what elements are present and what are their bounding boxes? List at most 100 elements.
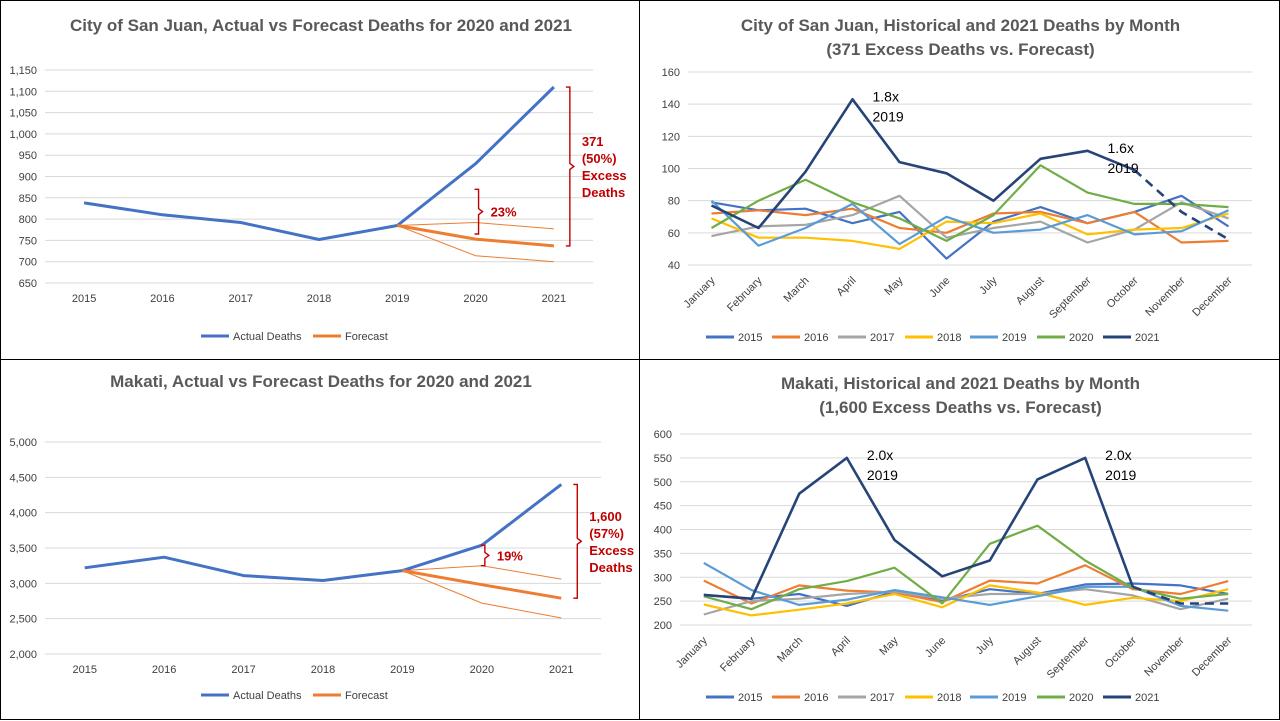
y-tick-label: 550 [654, 453, 672, 465]
x-tick-label: 2015 [72, 293, 96, 305]
series-line-2021 [703, 456, 1135, 600]
y-tick-label: 400 [654, 525, 672, 537]
y-tick-label: 3,000 [9, 578, 37, 590]
excess-bracket [480, 544, 491, 567]
series-line-2021 [710, 98, 1135, 230]
chart-svg: Makati, Historical and 2021 Deaths by Mo… [654, 374, 1252, 704]
excess-label: (57%) [589, 526, 624, 541]
x-tick-label: October [1104, 274, 1140, 310]
y-tick-label: 950 [19, 150, 37, 162]
legend-label: 2018 [937, 332, 961, 344]
legend-label: Actual Deaths [233, 331, 302, 343]
legend-label: 2015 [738, 332, 762, 344]
x-tick-label: 2016 [150, 293, 174, 305]
x-tick-label: February [718, 634, 758, 674]
y-tick-label: 850 [19, 193, 37, 205]
x-tick-label: April [835, 275, 859, 299]
excess-bracket [474, 188, 484, 235]
x-tick-label: September [1047, 274, 1094, 321]
multiplier-label: 2.0x [1105, 447, 1131, 463]
y-tick-label: 4,000 [9, 508, 37, 520]
x-tick-label: August [1014, 275, 1047, 308]
multiplier-label: 1.8x [873, 88, 899, 104]
multiplier-label: 2019 [867, 467, 898, 483]
makati-monthly-deaths-chart: Makati, Historical and 2021 Deaths by Mo… [639, 359, 1280, 720]
legend-label: 2015 [738, 692, 762, 704]
x-tick-label: 2021 [542, 293, 566, 305]
x-tick-label: 2018 [307, 293, 331, 305]
forecast-band-line [397, 225, 554, 263]
legend-label: 2021 [1135, 332, 1159, 344]
y-tick-label: 900 [19, 172, 37, 184]
excess-label: Excess [582, 168, 627, 183]
x-tick-label: August [1011, 635, 1044, 668]
san-juan-actual-vs-forecast-chart: City of San Juan, Actual vs Forecast Dea… [0, 0, 640, 360]
series-line-2021-projected [1132, 585, 1229, 605]
series-line-actual-deaths [84, 483, 563, 582]
x-tick-label: March [775, 635, 805, 665]
x-tick-label: 2019 [385, 293, 409, 305]
chart-svg: Makati, Actual vs Forecast Deaths for 20… [9, 372, 634, 702]
excess-label: 371 [582, 134, 604, 149]
x-tick-label: 2017 [231, 664, 255, 676]
x-tick-label: June [923, 635, 948, 660]
legend-label: Actual Deaths [233, 690, 302, 702]
series-line-2021-projected [1133, 169, 1230, 241]
y-tick-label: 5,000 [9, 437, 37, 449]
y-tick-label: 60 [668, 228, 680, 240]
excess-bracket [565, 86, 576, 247]
series-line-2019 [710, 199, 1229, 247]
y-tick-label: 750 [19, 235, 37, 247]
series-line-2019 [703, 561, 1229, 612]
x-tick-label: 2015 [72, 664, 96, 676]
legend-label: 2020 [1069, 332, 1093, 344]
san-juan-monthly-deaths-chart: City of San Juan, Historical and 2021 De… [639, 0, 1280, 360]
y-tick-label: 300 [654, 572, 672, 584]
series-line-2018 [703, 584, 1229, 617]
x-tick-label: October [1103, 634, 1139, 670]
forecast-band-line [397, 221, 554, 230]
series-line-forecast [402, 569, 562, 600]
y-tick-label: 3,500 [9, 543, 37, 555]
x-tick-label: 2020 [470, 664, 494, 676]
series-line-2015 [711, 194, 1230, 260]
x-tick-label: 2018 [311, 664, 335, 676]
y-tick-label: 100 [662, 164, 680, 176]
multiplier-label: 2.0x [867, 447, 893, 463]
chart-title: Makati, Actual vs Forecast Deaths for 20… [110, 372, 532, 391]
y-tick-label: 650 [19, 278, 37, 290]
y-tick-label: 600 [654, 429, 672, 441]
y-tick-label: 1,050 [9, 108, 37, 120]
x-tick-label: 2017 [228, 293, 252, 305]
y-tick-label: 40 [668, 260, 680, 272]
excess-label: (50%) [582, 151, 617, 166]
chart-title: Makati, Historical and 2021 Deaths by Mo… [781, 374, 1140, 393]
excess-bracket [573, 483, 583, 599]
x-tick-label: December [1190, 634, 1235, 679]
excess-label: 23% [491, 205, 517, 220]
x-tick-label: 2016 [152, 664, 176, 676]
x-tick-label: 2019 [390, 664, 414, 676]
y-tick-label: 500 [654, 477, 672, 489]
legend-label: 2016 [804, 332, 828, 344]
y-tick-label: 200 [654, 620, 672, 632]
legend-label: 2020 [1069, 692, 1093, 704]
series-line-2018 [711, 212, 1229, 250]
multiplier-label: 2019 [873, 108, 904, 124]
series-line-2020 [710, 164, 1229, 242]
x-tick-label: January [674, 634, 711, 671]
x-tick-label: May [882, 274, 906, 298]
forecast-band-line [402, 570, 562, 619]
y-tick-label: 140 [662, 99, 680, 111]
legend-label: 2019 [1002, 332, 1026, 344]
x-tick-label: November [1143, 274, 1188, 319]
x-tick-label: May [877, 634, 901, 658]
excess-label: Deaths [582, 185, 625, 200]
chart-title: (1,600 Excess Deaths vs. Forecast) [819, 398, 1102, 417]
chart-svg: City of San Juan, Actual vs Forecast Dea… [9, 16, 627, 343]
forecast-band-line [402, 565, 562, 580]
chart-title: City of San Juan, Actual vs Forecast Dea… [70, 16, 572, 35]
x-tick-label: July [974, 634, 997, 657]
y-tick-label: 1,000 [9, 129, 37, 141]
legend-label: 2016 [804, 692, 828, 704]
